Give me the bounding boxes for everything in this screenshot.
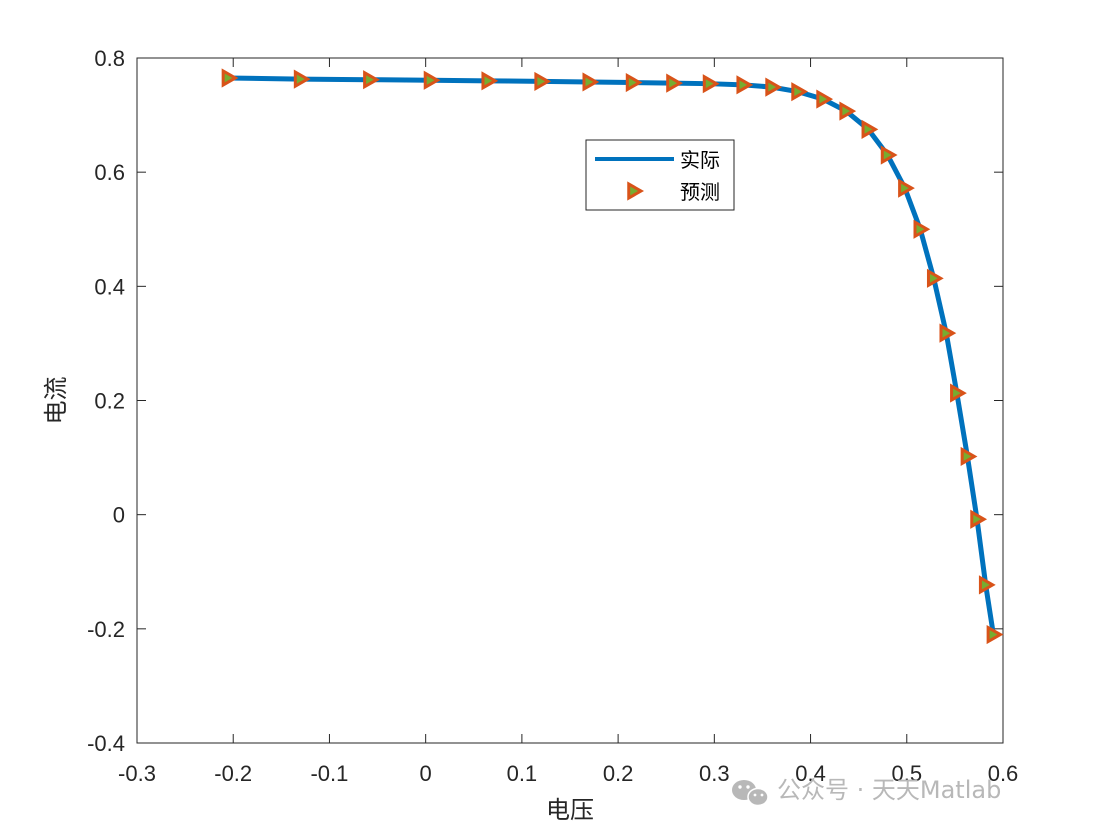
x-tick-label: -0.1 bbox=[310, 761, 348, 786]
x-tick-label: 0.5 bbox=[891, 761, 922, 786]
y-tick-label: 0.8 bbox=[94, 46, 125, 71]
marker-point bbox=[534, 71, 552, 91]
y-axis-title: 电流 bbox=[42, 377, 70, 425]
y-tick-label: 0.4 bbox=[94, 274, 125, 299]
marker-point bbox=[293, 69, 311, 89]
plot-area bbox=[136, 57, 1004, 744]
marker-point bbox=[861, 119, 879, 139]
legend-marker-sample bbox=[627, 181, 645, 201]
x-tick-label: 0.1 bbox=[507, 761, 538, 786]
marker-point bbox=[423, 70, 441, 90]
marker-point bbox=[582, 72, 600, 92]
x-tick-label: 0.4 bbox=[795, 761, 826, 786]
marker-point bbox=[950, 383, 967, 403]
marker-point bbox=[221, 68, 239, 88]
marker-point bbox=[666, 73, 683, 93]
marker-point bbox=[736, 75, 754, 95]
x-tick-label: -0.3 bbox=[118, 761, 156, 786]
watermark-text: 公众号 · 天天Matlab bbox=[777, 776, 1001, 804]
x-tick-label: 0.2 bbox=[603, 761, 634, 786]
x-axis: -0.3 -0.2 -0.1 0 0.1 0.2 0.3 0.4 0.5 0.6 bbox=[118, 58, 1018, 786]
marker-point bbox=[898, 178, 915, 198]
marker-point bbox=[960, 446, 978, 467]
x-tick-label: -0.2 bbox=[214, 761, 252, 786]
y-tick-label: 0.2 bbox=[94, 389, 125, 414]
marker-point bbox=[481, 71, 499, 91]
axes-box bbox=[136, 57, 1004, 744]
marker-point bbox=[978, 575, 996, 595]
marker-point bbox=[970, 509, 988, 529]
y-axis: -0.4 -0.2 0 0.2 0.4 0.6 0.8 bbox=[87, 46, 1003, 756]
x-axis-title: 电压 bbox=[546, 796, 594, 824]
x-tick-label: 0.3 bbox=[699, 761, 730, 786]
marker-point bbox=[765, 77, 783, 97]
y-tick-label: 0 bbox=[113, 503, 125, 528]
legend-label-actual: 实际 bbox=[680, 148, 720, 172]
watermark: 公众号 · 天天Matlab bbox=[732, 776, 1001, 807]
wechat-icon bbox=[732, 780, 769, 807]
marker-point bbox=[913, 219, 931, 239]
x-tick-label: 0.6 bbox=[988, 761, 1019, 786]
marker-point bbox=[880, 145, 898, 165]
legend-box bbox=[585, 139, 735, 211]
marker-point bbox=[363, 70, 380, 90]
series-layer bbox=[221, 68, 1004, 645]
marker-point bbox=[839, 101, 857, 121]
x-tick-label: 0 bbox=[420, 761, 432, 786]
y-tick-label: 0.6 bbox=[94, 160, 125, 185]
marker-point bbox=[816, 89, 834, 109]
legend: 实际 预测 bbox=[585, 139, 735, 211]
legend-label-predicted: 预测 bbox=[680, 180, 720, 204]
y-tick-label: -0.2 bbox=[87, 617, 125, 642]
marker-point bbox=[625, 72, 643, 93]
marker-point bbox=[986, 624, 1004, 645]
marker-point bbox=[702, 74, 720, 94]
y-tick-label: -0.4 bbox=[87, 731, 125, 756]
marker-point bbox=[926, 268, 944, 288]
marker-point bbox=[939, 323, 957, 343]
marker-point bbox=[791, 82, 809, 102]
